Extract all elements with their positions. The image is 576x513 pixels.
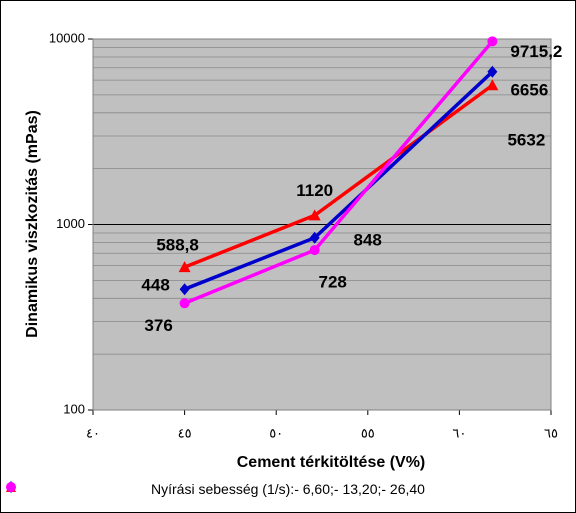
data-label: 588,8 <box>156 236 199 255</box>
chart: Dinamikus viszkozitás (mPas) Cement térk… <box>24 30 562 471</box>
legend-label: - 26,40 <box>381 481 425 497</box>
x-tick-label: ٤٥ <box>178 425 192 440</box>
legend: Nyírási sebesség (1/s): - 6,60; - 13,20; - … <box>1 481 575 497</box>
plot-border <box>92 38 552 411</box>
legend-title: Nyírási sebesség (1/s): <box>151 481 295 497</box>
y-tick-label: 100 <box>63 401 85 416</box>
x-tick-label: ٦٠ <box>452 425 466 440</box>
marker <box>308 209 321 221</box>
marker <box>487 36 498 47</box>
x-axis-title: Cement térkitöltése (V%) <box>237 454 426 471</box>
x-tick-label: ٦٥ <box>544 425 558 440</box>
marker <box>178 261 191 273</box>
marker <box>309 231 320 244</box>
legend-label: - 13,20; <box>333 481 382 497</box>
data-label: 376 <box>144 316 172 335</box>
data-label: 6656 <box>510 80 548 99</box>
legend-label: - 6,60; <box>294 481 334 497</box>
y-tick-label: 10000 <box>49 30 85 45</box>
marker <box>179 283 190 296</box>
data-label: 728 <box>318 273 346 292</box>
legend-symbol <box>6 482 16 492</box>
x-tick-label: ٤٠ <box>86 425 100 440</box>
data-label: 448 <box>141 276 169 295</box>
y-tick-label: 1000 <box>56 216 85 231</box>
marker <box>179 298 190 309</box>
x-tick-label: ٥٥ <box>361 425 375 440</box>
x-tick-label: ٥٠ <box>269 425 283 440</box>
data-label: 5632 <box>507 131 545 150</box>
y-axis-title: Dinamikus viszkozitás (mPas) <box>24 110 41 338</box>
data-label: 848 <box>353 230 381 249</box>
data-label: 9715,2 <box>510 42 562 61</box>
marker <box>487 65 498 78</box>
marker <box>309 245 320 256</box>
legend-marker <box>6 482 16 492</box>
data-label: 1120 <box>296 181 333 200</box>
marker <box>486 79 499 91</box>
